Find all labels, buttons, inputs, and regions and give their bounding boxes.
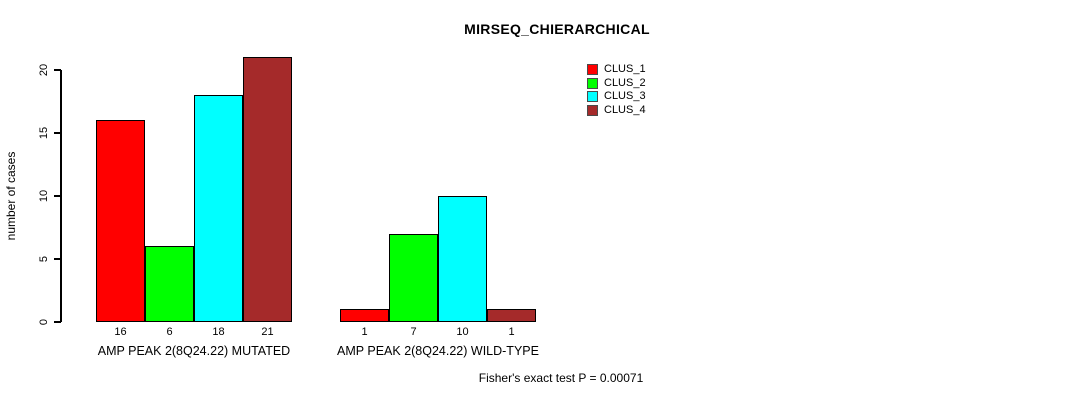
- legend-item-clus_4: CLUS_4: [587, 103, 646, 116]
- legend-item-clus_1: CLUS_1: [587, 64, 646, 75]
- y-axis-line: [60, 70, 62, 322]
- bar-clus_3-group0: [194, 95, 243, 322]
- y-axis-tick: [54, 195, 61, 197]
- legend-label: CLUS_4: [604, 103, 646, 116]
- y-axis-tick-label: 5: [38, 255, 50, 263]
- bar-value-label: 1: [508, 326, 515, 338]
- bar-clus_4-group0: [243, 57, 292, 322]
- legend-label: CLUS_1: [604, 63, 646, 75]
- y-axis-tick-label: 10: [38, 189, 50, 203]
- legend-swatch-icon: [587, 91, 598, 102]
- bar-clus_2-group1: [389, 233, 438, 322]
- bar-value-label: 1: [361, 326, 368, 338]
- y-axis-tick: [54, 321, 61, 323]
- y-axis-label: number of cases: [4, 151, 18, 241]
- legend-label: CLUS_3: [604, 90, 646, 102]
- y-axis-tick-label: 0: [38, 318, 50, 326]
- bar-clus_1-group1: [340, 309, 389, 322]
- bar-clus_1-group0: [96, 120, 145, 322]
- y-axis-tick: [54, 69, 61, 71]
- bar-value-label: 18: [212, 326, 225, 338]
- y-axis-tick-label: 15: [38, 126, 50, 140]
- bar-value-label: 6: [166, 326, 173, 338]
- y-axis-tick: [54, 132, 61, 134]
- bar-clus_4-group1: [487, 309, 536, 322]
- legend-item-clus_2: CLUS_2: [587, 76, 646, 89]
- legend-swatch-icon: [587, 104, 598, 116]
- y-axis-tick-label: 20: [38, 63, 50, 77]
- legend-swatch-icon: [587, 64, 598, 75]
- legend-item-clus_3: CLUS_3: [587, 91, 646, 102]
- chart-title: MIRSEQ_CHIERARCHICAL: [464, 21, 650, 37]
- bar-value-label: 16: [114, 326, 127, 338]
- footer-note: Fisher's exact test P = 0.00071: [478, 371, 644, 385]
- bar-value-label: 21: [261, 326, 274, 338]
- legend-label: CLUS_2: [604, 76, 646, 89]
- bar-value-label: 10: [456, 326, 469, 338]
- group-label-mutated: AMP PEAK 2(8Q24.22) MUTATED: [97, 344, 291, 358]
- y-axis-tick: [54, 258, 61, 260]
- bar-value-label: 7: [410, 326, 417, 338]
- legend-swatch-icon: [587, 77, 598, 89]
- group-label-wild-type: AMP PEAK 2(8Q24.22) WILD-TYPE: [337, 344, 539, 358]
- bar-clus_3-group1: [438, 196, 487, 322]
- bar-clus_2-group0: [145, 246, 194, 322]
